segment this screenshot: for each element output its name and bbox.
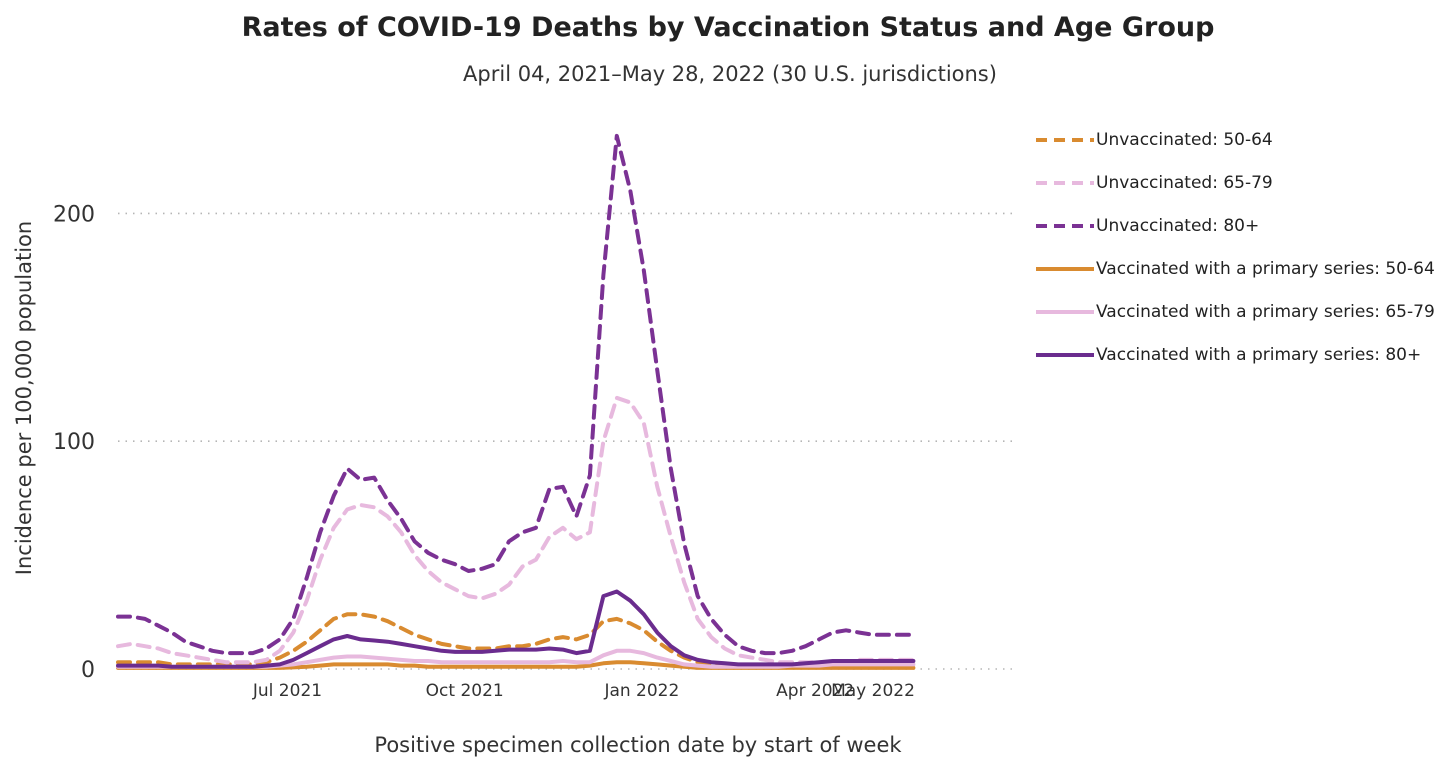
legend-label: Unvaccinated: 80+: [1096, 215, 1260, 236]
series-line-3: [116, 133, 916, 656]
x-tick-label: May 2022: [831, 681, 915, 701]
x-tick-label: Apr 2022: [776, 681, 854, 701]
y-tick-label: 0: [81, 658, 95, 683]
chart-subtitle: April 04, 2021–May 28, 2022 (30 U.S. jur…: [463, 62, 997, 86]
legend-swatch: [1036, 352, 1094, 357]
x-tick-label: Jan 2022: [603, 681, 679, 701]
legend-swatch: [1036, 180, 1094, 185]
x-tick-label: Jul 2021: [252, 681, 322, 701]
chart-legend: Unvaccinated: 50-64 Unvaccinated: 65-79 Un…: [1034, 118, 1435, 376]
y-axis-title: Incidence per 100,000 population: [12, 221, 36, 575]
legend-swatch: [1036, 309, 1094, 314]
series-line-6: [116, 589, 916, 669]
legend-item-1: Unvaccinated: 50-64: [1034, 118, 1435, 161]
legend-label: Unvaccinated: 65-79: [1096, 172, 1273, 193]
legend-label: Vaccinated with a primary series: 50-64: [1096, 258, 1435, 279]
legend-item-5: Vaccinated with a primary series: 65-79: [1034, 290, 1435, 333]
legend-swatch: [1036, 266, 1094, 271]
legend-swatch: [1036, 137, 1094, 142]
y-tick-label: 200: [53, 202, 95, 227]
legend-item-2: Unvaccinated: 65-79: [1034, 161, 1435, 204]
x-tick-label: Oct 2021: [426, 681, 504, 701]
legend-label: Unvaccinated: 50-64: [1096, 129, 1273, 150]
legend-item-3: Unvaccinated: 80+: [1034, 204, 1435, 247]
legend-item-6: Vaccinated with a primary series: 80+: [1034, 333, 1435, 376]
legend-item-4: Vaccinated with a primary series: 50-64: [1034, 247, 1435, 290]
series-line-2: [116, 395, 916, 665]
series-line-1: [116, 612, 916, 669]
y-tick-label: 100: [53, 430, 95, 455]
legend-swatch: [1036, 223, 1094, 228]
legend-label: Vaccinated with a primary series: 80+: [1096, 344, 1422, 365]
chart-title: Rates of COVID-19 Deaths by Vaccination …: [241, 12, 1215, 43]
x-axis-title: Positive specimen collection date by sta…: [374, 733, 902, 757]
legend-label: Vaccinated with a primary series: 65-79: [1096, 301, 1435, 322]
